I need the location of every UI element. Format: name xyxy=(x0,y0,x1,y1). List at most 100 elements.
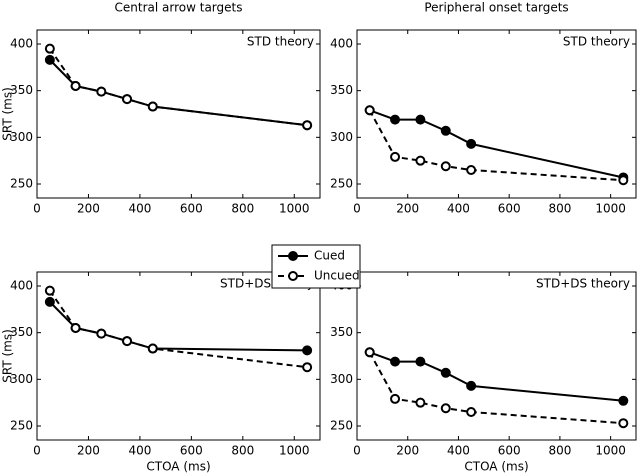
marker xyxy=(70,323,81,333)
axes-frame xyxy=(356,29,637,199)
marker xyxy=(70,81,81,91)
annotation: STD theory xyxy=(247,35,314,49)
marker xyxy=(302,120,313,131)
x-tick-label: 200 xyxy=(396,444,419,458)
annotation: STD theory xyxy=(563,35,630,49)
marker xyxy=(440,367,451,378)
x-tick-label: 1000 xyxy=(595,444,626,458)
x-tick-label: 600 xyxy=(498,202,521,216)
y-tick-label: 300 xyxy=(330,372,353,386)
marker xyxy=(440,403,451,414)
x-tick-label: 800 xyxy=(548,202,571,216)
x-tick-label: 600 xyxy=(498,444,521,458)
marker xyxy=(415,397,426,408)
marker xyxy=(390,356,401,367)
legend-marker xyxy=(288,271,298,281)
marker xyxy=(96,86,107,97)
marker xyxy=(440,125,451,136)
x-tick-label: 0 xyxy=(33,444,41,458)
marker xyxy=(122,94,133,105)
x-tick-label: 800 xyxy=(548,444,571,458)
marker xyxy=(147,101,158,112)
marker xyxy=(44,296,55,307)
x-tick-label: 400 xyxy=(128,444,151,458)
series-line xyxy=(368,351,624,425)
marker xyxy=(618,418,629,429)
axes-frame xyxy=(36,29,321,199)
marker xyxy=(466,407,477,417)
marker xyxy=(390,151,401,162)
legend-label: Uncued xyxy=(314,269,360,283)
x-tick-label: 0 xyxy=(353,444,361,458)
y-axis-label: SRT (ms) xyxy=(1,329,15,383)
marker xyxy=(415,356,426,367)
y-tick-label: 350 xyxy=(10,83,33,97)
marker xyxy=(440,161,451,172)
series-line xyxy=(369,351,624,402)
marker xyxy=(415,114,426,125)
x-tick-label: 600 xyxy=(180,444,203,458)
marker xyxy=(302,345,313,356)
x-tick-label: 400 xyxy=(447,444,470,458)
x-tick-label: 0 xyxy=(33,202,41,216)
x-tick-label: 200 xyxy=(396,202,419,216)
marker xyxy=(466,165,477,175)
y-tick-label: 250 xyxy=(10,419,33,433)
y-tick-label: 250 xyxy=(330,419,353,433)
panel-title: Central arrow targets xyxy=(115,1,243,15)
y-tick-label: 350 xyxy=(330,83,353,97)
x-axis-label: CTOA (ms) xyxy=(464,460,528,474)
x-tick-label: 1000 xyxy=(595,202,626,216)
marker xyxy=(122,336,133,347)
x-tick-label: 800 xyxy=(231,202,254,216)
marker xyxy=(96,328,107,339)
marker xyxy=(44,43,55,54)
y-tick-label: 350 xyxy=(10,325,33,339)
y-tick-label: 250 xyxy=(10,177,33,191)
marker xyxy=(364,347,375,358)
x-tick-label: 0 xyxy=(353,202,361,216)
y-tick-label: 400 xyxy=(330,37,353,51)
marker xyxy=(618,175,629,186)
marker xyxy=(390,114,401,125)
marker xyxy=(302,362,313,373)
marker xyxy=(44,285,55,296)
series-line xyxy=(49,301,308,352)
annotation: STD+DS theory xyxy=(536,277,630,291)
x-tick-label: 600 xyxy=(180,202,203,216)
legend-label: Cued xyxy=(314,249,345,263)
x-tick-label: 400 xyxy=(128,202,151,216)
marker xyxy=(415,155,426,166)
x-tick-label: 1000 xyxy=(279,202,310,216)
x-tick-label: 200 xyxy=(77,202,100,216)
panel-title: Peripheral onset targets xyxy=(424,1,568,15)
x-tick-label: 800 xyxy=(231,444,254,458)
series-line xyxy=(49,290,308,369)
x-tick-label: 200 xyxy=(77,444,100,458)
series-line xyxy=(49,59,308,127)
series-line xyxy=(369,109,624,179)
marker xyxy=(466,138,477,149)
y-axis-label: SRT (ms) xyxy=(1,87,15,141)
marker xyxy=(466,380,477,391)
y-tick-label: 400 xyxy=(10,37,33,51)
x-axis-label: CTOA (ms) xyxy=(146,460,210,474)
series-line xyxy=(368,109,624,182)
x-tick-label: 1000 xyxy=(279,444,310,458)
legend-marker xyxy=(288,251,298,261)
y-tick-label: 250 xyxy=(330,177,353,191)
marker xyxy=(390,393,401,404)
axes-frame xyxy=(36,271,321,441)
marker xyxy=(618,395,629,406)
marker xyxy=(147,343,158,354)
axes-frame xyxy=(356,271,637,441)
series-line xyxy=(49,48,308,127)
y-tick-label: 300 xyxy=(330,130,353,144)
marker xyxy=(44,54,55,65)
legend-box xyxy=(271,244,361,289)
x-tick-label: 400 xyxy=(447,202,470,216)
marker xyxy=(364,105,375,116)
y-tick-label: 400 xyxy=(10,279,33,293)
y-tick-label: 300 xyxy=(10,130,33,144)
